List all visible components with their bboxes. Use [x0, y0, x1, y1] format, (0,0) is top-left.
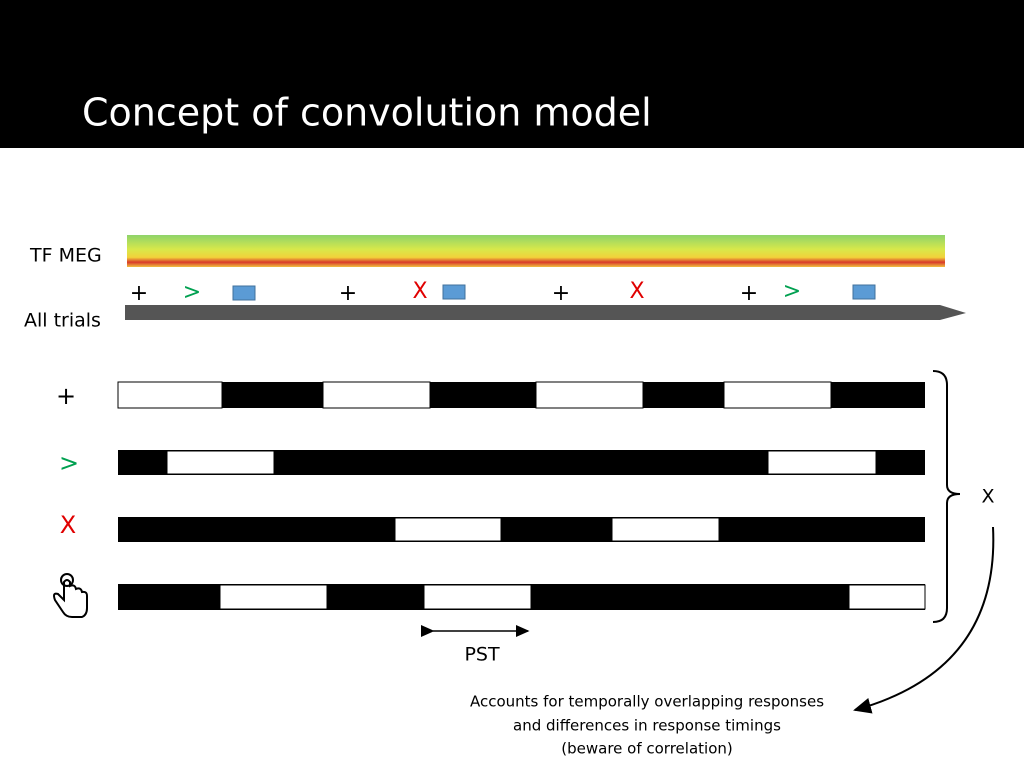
note-line: and differences in response timings	[513, 717, 781, 735]
spectrogram	[127, 235, 945, 267]
event: >	[183, 280, 201, 305]
event: +	[130, 281, 148, 306]
row-label: X	[60, 511, 76, 539]
hand-icon	[53, 573, 88, 618]
brace	[932, 370, 961, 623]
slide-title: Concept of convolution model	[82, 91, 652, 135]
response-square	[852, 284, 876, 300]
event: >	[783, 279, 801, 304]
all-trials-label: All trials	[24, 310, 101, 332]
tf-meg-label: TF MEG	[29, 245, 102, 267]
row-response	[118, 584, 926, 610]
row-label: >	[59, 449, 79, 477]
curved-arrow	[853, 526, 995, 714]
event: +	[740, 281, 758, 306]
event: +	[552, 281, 570, 306]
row-plus	[117, 381, 925, 409]
note-line: Accounts for temporally overlapping resp…	[470, 693, 824, 711]
row-greater	[118, 450, 925, 475]
response-square	[442, 284, 466, 300]
header-bar	[0, 0, 1024, 148]
event: X	[412, 279, 427, 304]
row-label: +	[56, 382, 76, 410]
brace-label: X	[981, 486, 994, 508]
time-arrow	[125, 305, 966, 320]
row-x	[118, 517, 925, 542]
pst-label: PST	[464, 644, 500, 666]
event: +	[339, 281, 357, 306]
note-line: (beware of correlation)	[561, 740, 732, 758]
events: + > + X + X + >	[130, 279, 801, 306]
response-square	[232, 285, 256, 301]
event: X	[629, 279, 644, 304]
